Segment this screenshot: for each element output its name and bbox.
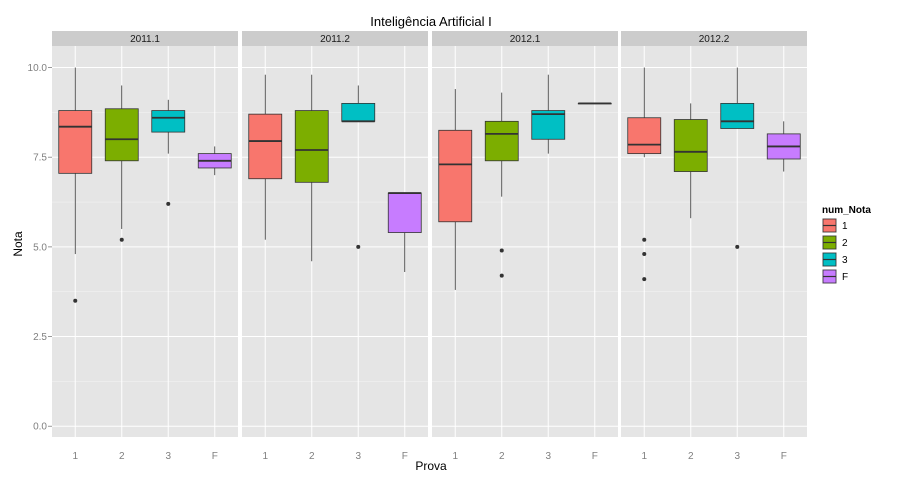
x-tick-label: F: [592, 451, 598, 462]
y-tick-label: 2.5: [33, 332, 47, 343]
box-2011.2-1: [248, 74, 283, 240]
legend-label: 2: [842, 238, 848, 249]
box-2011.1-3: [151, 99, 186, 206]
panel-background: [52, 46, 238, 437]
legend-label: 3: [842, 255, 848, 266]
outlier-point: [642, 252, 647, 257]
box-2012.1-2: [484, 92, 519, 278]
panel-background: [432, 46, 618, 437]
x-tick-label: 2: [119, 451, 125, 462]
panel-2012.2: 2012.2 1 2 3 F: [621, 31, 807, 462]
x-tick-label: 1: [641, 451, 647, 462]
panel-2011.1: 2011.1 1 2 3 F: [52, 31, 238, 462]
outlier-point: [499, 273, 504, 278]
box-body: [341, 102, 376, 122]
strip-label: 2012.2: [699, 34, 730, 45]
box-2012.2-3: [720, 67, 755, 249]
strip-background: [432, 31, 618, 46]
y-tick-label: 10.0: [28, 63, 48, 74]
strip-label: 2011.2: [320, 34, 350, 45]
x-tick-label: 3: [734, 451, 740, 462]
outlier-point: [642, 237, 647, 242]
outlier-point: [735, 244, 740, 249]
box-2012.1-3: [531, 74, 566, 154]
x-tick-label: F: [212, 451, 218, 462]
legend-label: F: [842, 272, 848, 283]
box-2012.2-1: [627, 67, 662, 282]
y-tick-label: 0.0: [33, 422, 47, 433]
box-2011.2-3: [341, 85, 376, 249]
box-body: [104, 108, 139, 162]
box-2011.1-F: [197, 146, 232, 176]
box-body: [248, 113, 283, 180]
outlier-point: [119, 237, 124, 242]
box-2012.1-1: [438, 89, 473, 290]
panel-2011.2: 2011.2 1 2 3 F: [242, 31, 428, 462]
panel-background: [242, 46, 428, 437]
strip-background: [621, 31, 807, 46]
box-body: [673, 119, 708, 172]
x-tick-label: F: [402, 451, 408, 462]
x-tick-label: 1: [262, 451, 268, 462]
strip-background: [242, 31, 428, 46]
panel-background: [621, 46, 807, 437]
x-tick-label: 3: [165, 451, 171, 462]
strip-label: 2011.1: [130, 34, 160, 45]
outlier-point: [499, 248, 504, 253]
y-tick-label: 5.0: [33, 242, 47, 253]
x-tick-label: 1: [452, 451, 458, 462]
y-tick-label: 7.5: [33, 153, 47, 164]
x-tick-label: 2: [309, 451, 315, 462]
x-tick-label: 1: [72, 451, 78, 462]
panel-2012.1: 2012.1 1 2 3 F: [432, 31, 618, 462]
box-body: [627, 117, 662, 155]
box-body: [387, 192, 422, 233]
x-tick-label: 2: [688, 451, 694, 462]
box-2011.2-2: [294, 74, 329, 262]
outlier-point: [166, 201, 171, 206]
x-tick-label: 3: [355, 451, 361, 462]
box-2011.1-1: [58, 67, 93, 303]
box-body: [58, 110, 93, 174]
box-2011.1-2: [104, 85, 139, 242]
box-body: [438, 129, 473, 223]
box-2012.1-F: [577, 102, 612, 105]
outlier-point: [356, 244, 361, 249]
outlier-point: [73, 298, 78, 303]
box-2012.2-2: [673, 103, 708, 219]
legend-title: num_Nota: [822, 205, 871, 216]
legend-label: 1: [842, 221, 848, 232]
x-tick-label: 2: [499, 451, 505, 462]
box-body: [720, 102, 755, 129]
box-body: [484, 120, 519, 162]
facet-panels: 2011.1 1 2 3 F 2011.2 1 2 3 F 2012.1 1 2 3 F 2012.2 1 2 3 F: [52, 31, 807, 462]
box-2011.2-F: [387, 192, 422, 272]
x-tick-label: F: [781, 451, 787, 462]
legend: num_Nota 1 2 3 F: [822, 205, 871, 284]
outlier-point: [642, 277, 647, 282]
y-axis-title: Nota: [11, 231, 25, 257]
strip-label: 2012.1: [510, 34, 541, 45]
box-body: [294, 110, 329, 183]
x-axis-title: Prova: [415, 459, 447, 473]
y-axis: 0.0 2.5 5.0 7.5 10.0: [28, 63, 52, 433]
x-tick-label: 3: [545, 451, 551, 462]
box-body: [151, 110, 186, 133]
box-2012.2-F: [766, 121, 801, 172]
strip-background: [52, 31, 238, 46]
chart-title: Inteligência Artificial I: [370, 14, 491, 29]
box-body: [531, 110, 566, 140]
